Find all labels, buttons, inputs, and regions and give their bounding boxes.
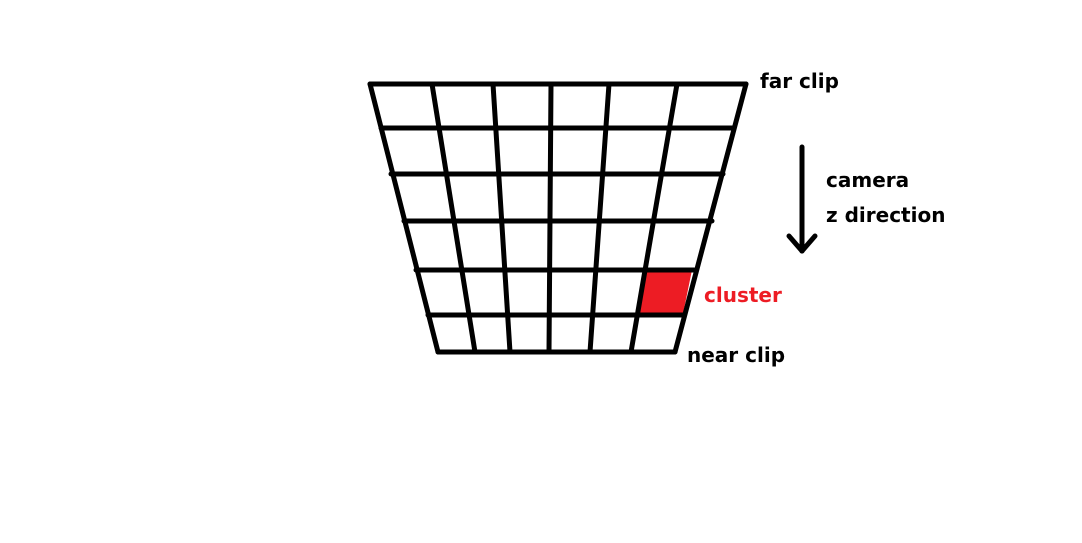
cluster-label: cluster <box>704 283 782 307</box>
far-clip-label: far clip <box>760 69 839 93</box>
arrow-head-left <box>786 233 805 254</box>
camera-direction-label-line1: camera <box>826 168 910 192</box>
camera-direction-label-line2: z direction <box>826 203 946 227</box>
grid-column-line <box>429 81 478 355</box>
grid-column-line <box>587 81 612 355</box>
frustum-grid <box>367 81 749 355</box>
near-clip-label: near clip <box>687 343 786 367</box>
down-arrow-icon <box>786 144 818 254</box>
grid-column-line <box>546 81 554 355</box>
frustum-right-edge <box>672 81 749 355</box>
frustum-left-edge <box>367 81 441 355</box>
grid-column-line <box>628 81 680 355</box>
arrow-head-right <box>799 233 818 254</box>
grid-column-line <box>490 81 513 355</box>
cluster-cell <box>638 270 692 314</box>
